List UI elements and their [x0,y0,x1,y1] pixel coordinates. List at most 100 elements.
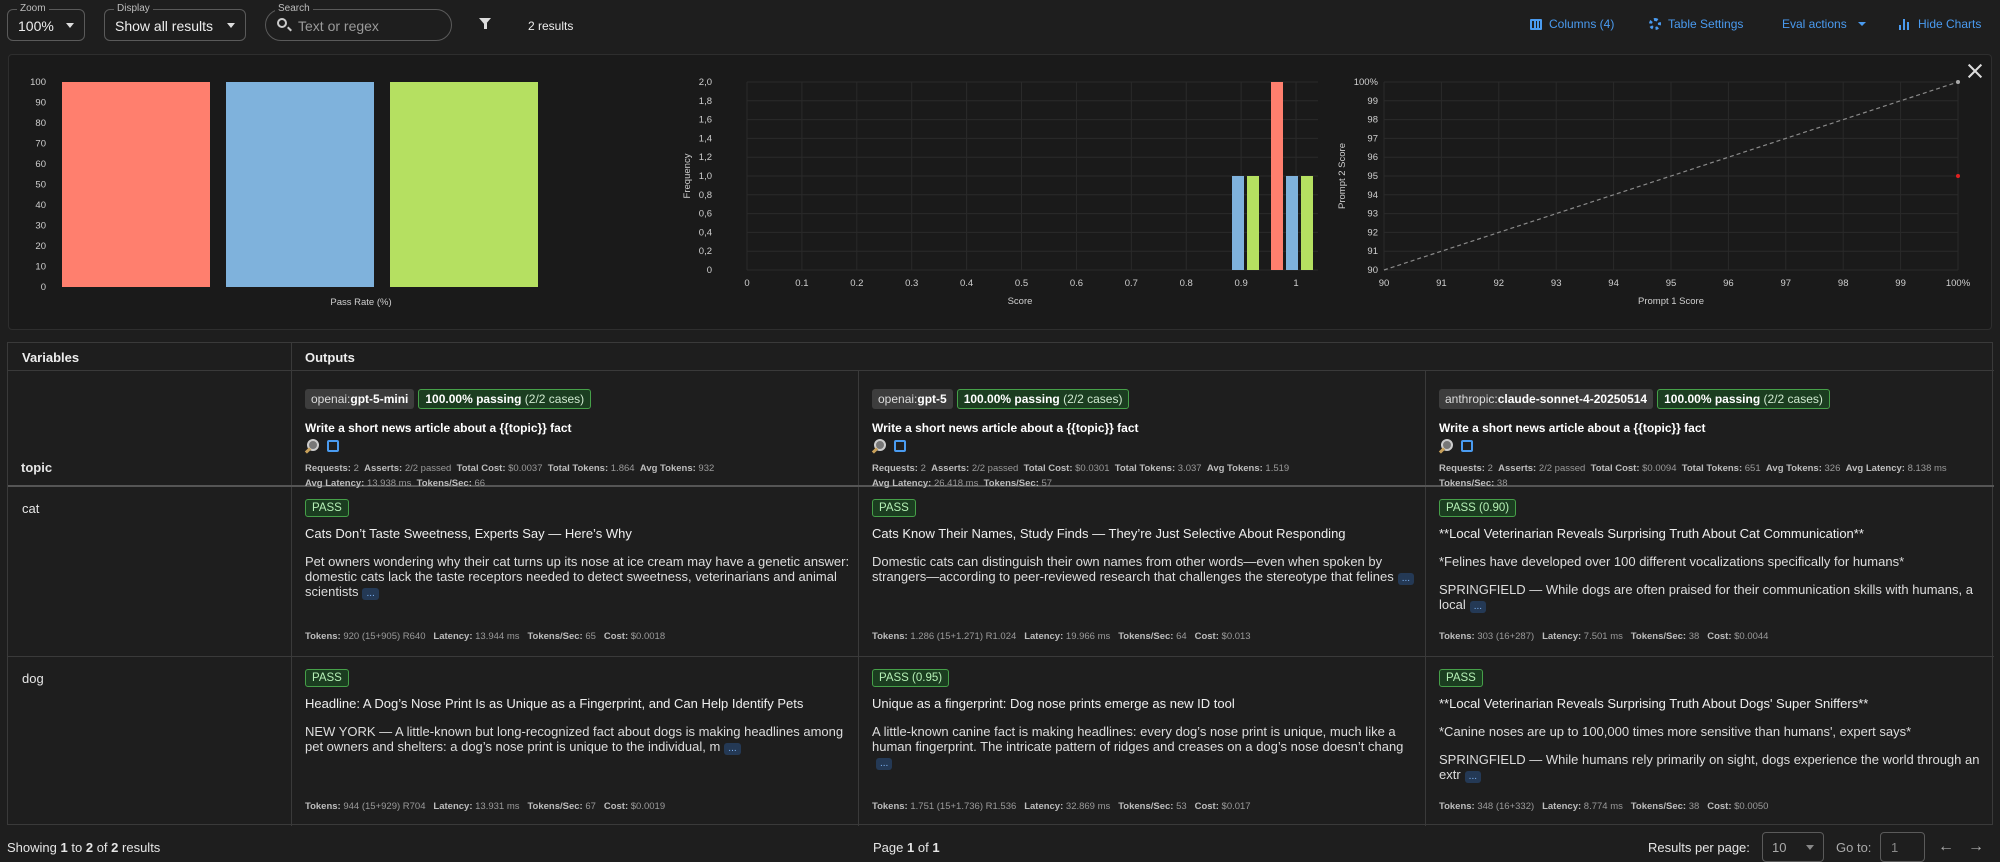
passing-rate: 100.00% passing [425,392,522,406]
stat-value: 13.944 ms [475,631,520,642]
stat-label: Total Cost: [456,463,506,474]
columns-button[interactable]: Columns (4) [1530,17,1614,31]
search-input[interactable]: Search Text or regex [265,3,452,41]
magnifier-icon[interactable] [305,439,319,453]
output-paragraph: SPRINGFIELD — While humans rely primaril… [1439,752,1984,783]
prompt-actions [872,439,906,453]
output-paragraph: *Felines have developed over 100 differe… [1439,554,1984,569]
stat-value: $0.017 [1221,801,1251,812]
stat-label: Cost: [1707,801,1732,812]
zoom-value: 100% [18,18,54,34]
output-stats: Tokens: 348 (16+332) Latency: 8.774 ms T… [1439,801,1776,812]
stat-value: 8.774 ms [1583,801,1623,812]
chevron-down-icon [1857,22,1866,26]
stat-value: $0.0044 [1734,631,1769,642]
provider-prefix: openai: [878,392,918,406]
stat-value: 326 [1824,463,1841,474]
stat-label: Latency: [1024,801,1064,812]
goto-value: 1 [1891,840,1899,855]
hide-charts-button[interactable]: Hide Charts [1899,17,1981,31]
stat-value: 303 (16+287) [1477,631,1535,642]
expand-more-button[interactable]: ... [1469,601,1487,613]
expand-more-button[interactable]: ... [1397,573,1415,585]
pagination-footer: Showing 1 to 2 of 2 results Page 1 of 1 … [0,832,2000,862]
stat-label: Total Tokens: [547,463,609,474]
stat-value: $0.0037 [508,463,543,474]
goto-input[interactable]: 1 [1880,832,1925,862]
output-body: Pet owners wondering why their cat turns… [305,554,850,600]
search-legend: Search [275,3,313,15]
stat-value: 1.864 [610,463,635,474]
chevron-down-icon [227,23,235,28]
external-link-icon[interactable] [894,440,906,452]
stat-value: 66 [474,478,486,489]
table-settings-button[interactable]: Table Settings [1649,17,1743,31]
stat-label: Tokens/Sec: [1118,801,1174,812]
stat-value: 1.519 [1265,463,1290,474]
stat-value: $0.0301 [1075,463,1110,474]
output-stats: Tokens: 944 (15+929) R704 Latency: 13.93… [305,801,673,812]
results-per-page-label: Results per page: [1648,840,1750,855]
hide-charts-label: Hide Charts [1918,17,1982,31]
stat-label: Latency: [1542,801,1582,812]
arrow-left-icon[interactable]: ← [1938,838,1954,855]
stat-value: 920 (15+905) R640 [343,631,426,642]
expand-more-button[interactable]: ... [876,758,893,770]
expand-more-button[interactable]: ... [724,743,741,755]
stat-label: Tokens/Sec: [1630,801,1687,812]
magnifier-icon[interactable] [1439,439,1453,453]
stat-label: Cost: [603,631,629,642]
passing-badge: 100.00% passing (2/2 cases) [956,389,1130,409]
stat-value: 932 [698,463,715,474]
expand-more-button[interactable]: ... [1464,771,1482,783]
prompt-text: Write a short news article about a {{top… [1439,421,1706,435]
external-link-icon[interactable] [327,440,339,452]
results-per-page-value: 10 [1772,840,1787,855]
output-line: *Felines have developed over 100 differe… [1439,554,1905,569]
stat-label: Cost: [1194,631,1219,642]
stat-label: Tokens: [1439,801,1475,812]
stat-label: Cost: [1194,801,1219,812]
expand-more-button[interactable]: ... [362,588,379,600]
provider-header: openai:gpt-5-mini 100.00% passing (2/2 ca… [305,389,592,409]
stat-value: 2/2 passed [404,463,452,474]
provider-prefix: openai: [311,392,351,406]
output-text: NEW YORK — A little-known but long-recog… [305,724,844,754]
provider-model: gpt-5-mini [350,392,409,406]
stat-label: Avg Tokens: [639,463,696,474]
stat-value: 13.931 ms [475,801,520,812]
results-table: Variables Outputs topic cat dog openai:g… [7,342,1994,826]
close-icon[interactable] [1966,62,1984,80]
display-value: Show all results [115,18,214,34]
output-body: NEW YORK — A little-known but long-recog… [305,724,850,755]
provider-stats: Requests: 2 Asserts: 2/2 passed Total Co… [1439,461,1984,491]
results-per-page-select[interactable]: 10 [1762,832,1824,862]
stat-label: Latency: [433,801,473,812]
stat-value: 8.138 ms [1907,463,1947,474]
filter-icon[interactable] [479,18,491,29]
stat-value: 53 [1176,801,1187,812]
stat-value: 2 [920,463,926,474]
topic-header: topic [21,460,53,475]
stat-label: Asserts: [931,463,970,474]
stat-value: 1.751 (15+1.736) R1.536 [910,801,1017,812]
output-title: Headline: A Dog’s Nose Print Is as Uniqu… [305,696,804,711]
bar-chart-icon [1899,18,1911,30]
external-link-icon[interactable] [1461,440,1473,452]
output-line: SPRINGFIELD — While humans rely primaril… [1439,752,1980,782]
display-select[interactable]: Display Show all results [104,3,246,41]
stat-value: 944 (15+929) R704 [343,801,426,812]
stat-value: 1.286 (15+1.271) R1.024 [910,631,1017,642]
stat-label: Tokens/Sec: [527,631,583,642]
gear-icon [1649,18,1661,30]
provider-model: gpt-5 [917,392,947,406]
stat-value: 57 [1041,478,1053,489]
magnifier-icon[interactable] [872,439,886,453]
passing-badge: 100.00% passing (2/2 cases) [418,389,592,409]
provider-header: anthropic:claude-sonnet-4-20250514 100.00… [1439,389,1830,409]
stat-value: 2/2 passed [1538,463,1586,474]
zoom-select[interactable]: Zoom 100% [7,3,85,41]
output-stats: Tokens: 1.286 (15+1.271) R1.024 Latency:… [872,631,1259,642]
eval-actions-button[interactable]: Eval actions [1782,17,1866,31]
arrow-right-icon[interactable]: → [1968,838,1984,855]
